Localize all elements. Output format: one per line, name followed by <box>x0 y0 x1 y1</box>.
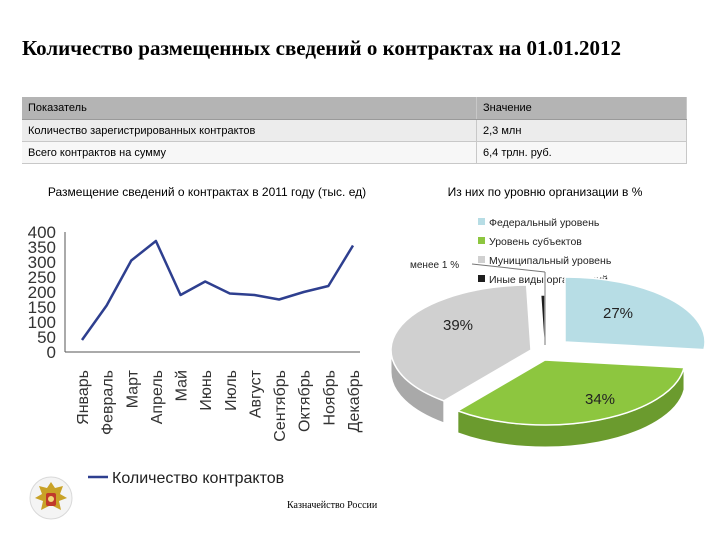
pie-chart-title: Из них по уровню организации в % <box>447 185 643 199</box>
annotation-leader <box>471 263 546 273</box>
pie-legend-swatch <box>478 237 485 244</box>
y-tick-label: 250 <box>28 268 56 287</box>
line-chart-legend: Количество контрактов <box>88 470 284 487</box>
table-header-cell: Показатель <box>22 97 477 120</box>
x-tick-label: Июнь <box>198 370 215 411</box>
line-chart-title: Размещение сведений о контрактах в 2011 … <box>47 185 367 199</box>
y-tick-label: 50 <box>37 328 56 347</box>
x-tick-label: Сентябрь <box>272 370 289 442</box>
table-cell: 2,3 млн <box>476 119 687 142</box>
pie-annotation: менее 1 % <box>410 260 459 271</box>
treasury-emblem <box>29 476 73 520</box>
table-cell: Всего контрактов на сумму <box>22 141 477 164</box>
footer-text: Казначейство России <box>287 500 378 511</box>
x-tick-label: Ноябрь <box>321 370 338 426</box>
table-cell: 6,4 трлн. руб. <box>476 141 687 164</box>
pie-slice <box>539 294 546 361</box>
summary-table: Показатель Значение Количество зарегистр… <box>22 97 687 164</box>
pie-legend-label: Уровень субъектов <box>489 236 582 248</box>
page-title: Количество размещенных сведений о контра… <box>22 36 622 60</box>
y-tick-label: 400 <box>28 223 56 242</box>
pie-data-label: 27% <box>603 305 633 322</box>
pie-chart: Федеральный уровень Уровень субъектов Муни… <box>390 217 706 448</box>
series-line-kolichestvo <box>80 239 355 341</box>
x-tick-label: Август <box>247 369 264 418</box>
y-tick-label: 350 <box>28 238 56 257</box>
legend-label: Количество контрактов <box>112 470 284 487</box>
pie-data-label: 34% <box>585 391 615 408</box>
y-tick-label: 0 <box>47 343 56 362</box>
x-tick-label: Апрель <box>149 370 166 424</box>
y-tick-label: 100 <box>28 313 56 332</box>
x-tick-label: Март <box>124 369 141 408</box>
x-tick-label: Июль <box>223 370 240 411</box>
y-tick-label: 300 <box>28 253 56 272</box>
pie-legend-swatch <box>478 256 485 263</box>
x-tick-label: Октябрь <box>297 370 314 432</box>
pie-slice <box>456 359 685 426</box>
x-tick-label: Январь <box>75 370 92 425</box>
table-row: Всего контрактов на сумму 6,4 трлн. руб. <box>22 141 687 164</box>
pie-legend-swatch <box>478 218 485 225</box>
table-header-cell: Значение <box>476 97 687 120</box>
pie-legend-label: Муниципальный уровень <box>489 255 612 267</box>
table-cell: Количество зарегистрированных контрактов <box>22 119 477 142</box>
x-tick-label: Май <box>174 370 191 401</box>
table-row: Количество зарегистрированных контрактов… <box>22 119 687 142</box>
x-tick-label: Февраль <box>100 370 117 435</box>
pie-data-label: 39% <box>443 317 473 334</box>
pie-slice <box>564 276 706 351</box>
pie-legend-label: Федеральный уровень <box>489 217 600 229</box>
pie-legend-swatch <box>478 275 485 282</box>
y-tick-label: 150 <box>28 298 56 317</box>
x-tick-label: Декабрь <box>346 370 363 432</box>
table-header-row: Показатель Значение <box>22 97 687 120</box>
y-tick-label: 200 <box>28 283 56 302</box>
pie-slice <box>390 284 532 402</box>
